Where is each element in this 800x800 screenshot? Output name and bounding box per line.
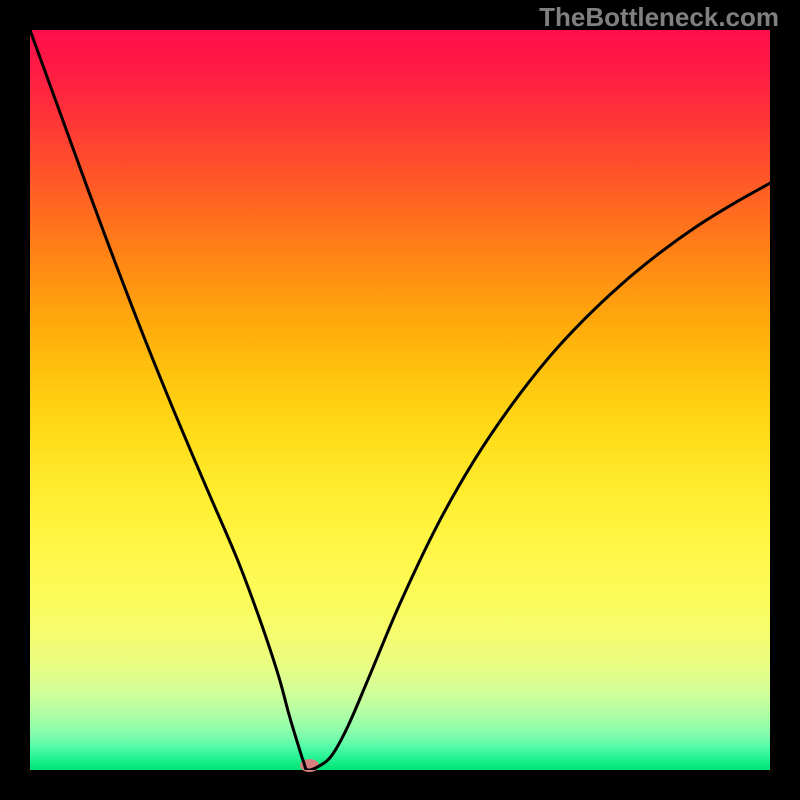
bottleneck-curve — [30, 30, 770, 770]
watermark-text: TheBottleneck.com — [539, 2, 779, 33]
bottleneck-chart — [30, 30, 770, 770]
